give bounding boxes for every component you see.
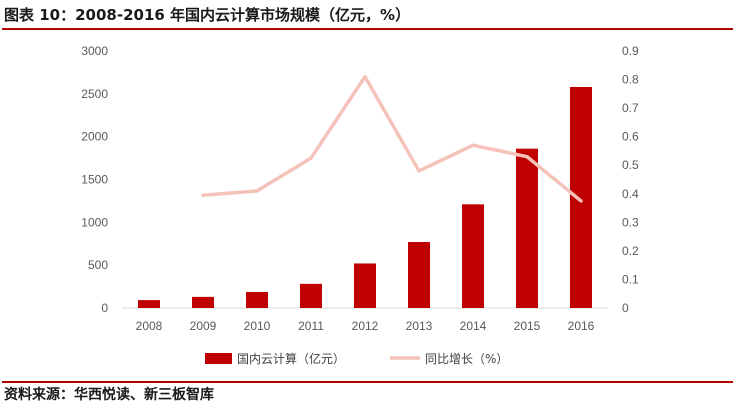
bar-series xyxy=(138,86,592,308)
left-tick-label: 2500 xyxy=(81,87,108,101)
right-tick-label: 0.2 xyxy=(622,244,639,258)
chart-title: 图表 10：2008-2016 年国内云计算市场规模（亿元，%） xyxy=(4,6,411,24)
bar xyxy=(138,300,160,308)
left-tick-label: 2000 xyxy=(81,130,108,144)
x-tick-label: 2016 xyxy=(568,319,595,333)
line-point xyxy=(363,75,367,79)
bottom-rule xyxy=(2,381,733,383)
line-series xyxy=(201,74,583,203)
x-tick-label: 2015 xyxy=(514,319,541,333)
growth-line xyxy=(201,74,583,203)
source-note: 资料来源：华西悦读、新三板智库 xyxy=(4,387,214,403)
bar xyxy=(462,204,484,308)
right-tick-label: 0.8 xyxy=(622,73,639,87)
bar xyxy=(192,296,214,308)
bar xyxy=(570,86,592,308)
right-tick-label: 0.1 xyxy=(622,272,639,286)
bar xyxy=(300,283,322,308)
left-tick-label: 500 xyxy=(88,258,108,272)
left-tick-label: 1000 xyxy=(81,215,108,229)
line-point xyxy=(309,156,313,160)
x-tick-label: 2012 xyxy=(352,319,379,333)
bar xyxy=(408,242,430,308)
x-tick-label: 2009 xyxy=(190,319,217,333)
x-tick-label: 2013 xyxy=(406,319,433,333)
bar xyxy=(246,291,268,308)
x-tick-label: 2014 xyxy=(460,319,487,333)
right-tick-label: 0.7 xyxy=(622,101,639,115)
line-point xyxy=(201,193,205,197)
line-point xyxy=(417,169,421,173)
line-point xyxy=(525,155,529,159)
line-point xyxy=(255,189,259,193)
right-tick-label: 0.5 xyxy=(622,158,639,172)
left-tick-label: 0 xyxy=(101,301,108,315)
bar xyxy=(354,263,376,308)
legend-label-line: 同比增长（%） xyxy=(425,352,508,366)
x-tick-label: 2008 xyxy=(136,319,163,333)
legend-swatch-bar xyxy=(205,353,232,364)
right-tick-label: 0.4 xyxy=(622,187,639,201)
right-tick-label: 0.6 xyxy=(622,130,639,144)
line-point xyxy=(579,199,583,203)
x-axis-ticks: 2008 2009 2010 2011 2012 2013 2014 2015 2016 xyxy=(136,319,595,333)
left-tick-label: 3000 xyxy=(81,44,108,58)
top-rule xyxy=(2,28,733,30)
right-tick-label: 0.9 xyxy=(622,44,639,58)
bar xyxy=(516,148,538,308)
left-tick-label: 1500 xyxy=(81,173,108,187)
right-tick-label: 0 xyxy=(622,301,629,315)
legend-label-bar: 国内云计算（亿元） xyxy=(237,351,345,366)
left-axis-ticks: 0 500 1000 1500 2000 2500 3000 xyxy=(81,44,108,315)
line-point xyxy=(471,143,475,147)
right-tick-label: 0.3 xyxy=(622,215,639,229)
legend: 国内云计算（亿元） 同比增长（%） xyxy=(205,351,508,366)
x-tick-label: 2011 xyxy=(298,319,324,333)
right-axis-ticks: 0 0.1 0.2 0.3 0.4 0.5 0.6 0.7 0.8 0.9 xyxy=(622,44,639,315)
x-tick-label: 2010 xyxy=(244,319,271,333)
combo-chart: 0 500 1000 1500 2000 2500 3000 0 0.1 0.2 0.3 0.4 0.… xyxy=(81,44,639,366)
